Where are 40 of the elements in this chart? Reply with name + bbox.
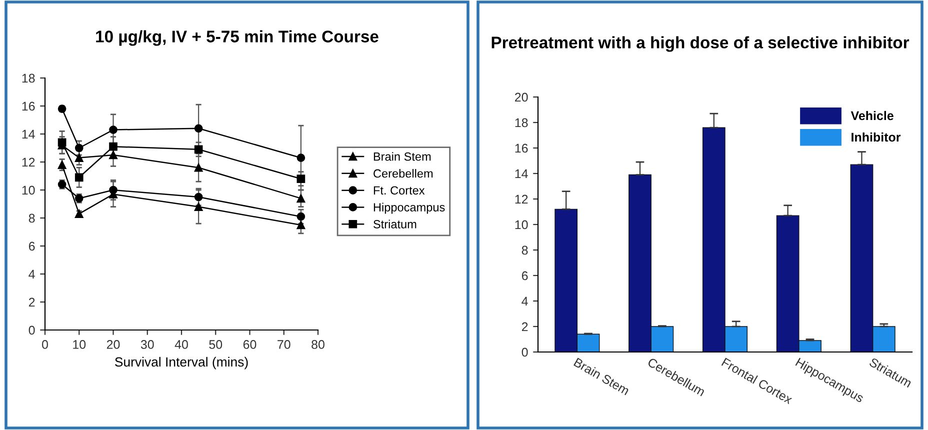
y-tick-label: 2 — [522, 322, 528, 332]
x-tick-label: 80 — [312, 340, 324, 349]
x-tick-label: 40 — [174, 340, 188, 349]
y-tick-label: 0 — [522, 348, 528, 357]
y-tick-label: 10 — [515, 220, 528, 230]
legend-label: Hippocampus — [374, 202, 445, 214]
y-tick-label: 6 — [522, 271, 528, 280]
y-tick-label: 16 — [22, 102, 35, 111]
y-tick-label: 2 — [28, 298, 35, 307]
x-tick-label: 60 — [243, 340, 256, 349]
x-tick-label: 50 — [209, 340, 222, 349]
y-tick-label: 14 — [22, 130, 35, 139]
x-tick-label: 30 — [140, 340, 154, 349]
y-tick-label: 10 — [22, 186, 35, 195]
legend-label: Cerebellem — [374, 168, 433, 178]
y-tick-label: 16 — [515, 144, 528, 153]
legend-label: Ft. Cortex — [374, 186, 425, 195]
y-tick-label: 18 — [22, 74, 35, 83]
x-tick-label: 70 — [278, 340, 290, 349]
legend-label: Inhibitor — [852, 132, 901, 142]
y-tick-label: 14 — [515, 169, 528, 178]
y-tick-label: 4 — [28, 270, 35, 279]
x-tick-label: 20 — [106, 340, 120, 349]
y-tick-label: 12 — [515, 194, 528, 204]
chart-title: Pretreatment with a high dose of a selective inhibitor — [492, 36, 910, 52]
legend-label: Brain Stem — [374, 152, 431, 161]
x-tick-label: 0 — [42, 340, 48, 349]
legend-label: Vehicle — [850, 110, 894, 120]
legend-label: Striatum — [374, 220, 416, 228]
x-tick-label: 10 — [73, 340, 86, 349]
y-tick-label: 4 — [522, 296, 528, 306]
x-axis-title: Survival Interval (mins) — [115, 356, 248, 370]
y-tick-label: 8 — [28, 214, 35, 223]
y-tick-label: 12 — [22, 158, 35, 167]
chart-title: 10 µg/kg, IV + 5-75 min Time Course — [96, 30, 378, 46]
y-tick-label: 8 — [522, 246, 528, 255]
y-tick-label: 18 — [515, 118, 528, 128]
y-tick-label: 0 — [28, 326, 35, 335]
y-tick-label: 20 — [515, 92, 528, 102]
y-tick-label: 6 — [28, 242, 35, 251]
